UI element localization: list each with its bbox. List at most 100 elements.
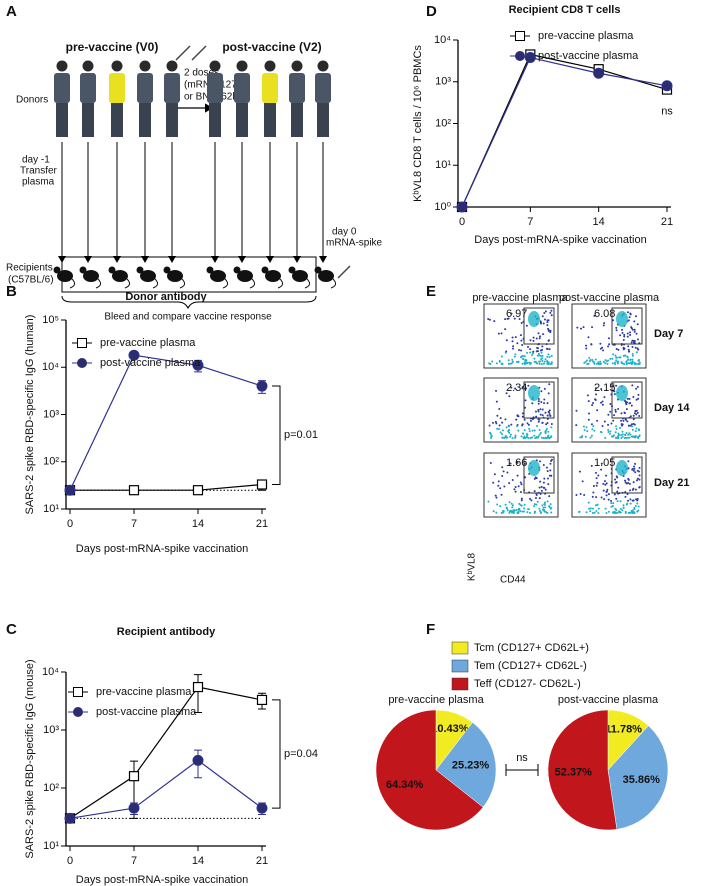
- event-dot: [518, 507, 521, 510]
- event-dot: [636, 385, 639, 388]
- event-dot: [504, 418, 507, 421]
- pie-title: pre-vaccine plasma: [388, 694, 484, 706]
- event-dot: [537, 418, 540, 421]
- event-dot: [635, 332, 638, 335]
- person-legs: [236, 103, 248, 137]
- person-body: [289, 73, 305, 103]
- event-dot: [614, 478, 617, 481]
- event-dot: [533, 503, 536, 506]
- event-dot: [608, 432, 611, 435]
- caption: Bleed and compare vaccine response: [104, 312, 272, 323]
- event-dot: [511, 478, 514, 481]
- event-dot: [621, 433, 624, 436]
- step-text: plasma: [22, 177, 55, 188]
- event-dot: [538, 362, 541, 365]
- legend-marker: [73, 687, 83, 697]
- event-dot: [510, 502, 513, 505]
- event-dot: [638, 415, 641, 418]
- event-dot: [613, 393, 616, 396]
- event-dot: [506, 507, 509, 510]
- legend-label: post-vaccine plasma: [96, 706, 197, 718]
- event-dot: [541, 414, 544, 417]
- event-dot: [636, 498, 639, 501]
- event-cluster: [528, 460, 540, 476]
- legend-marker: [77, 338, 87, 348]
- event-dot: [503, 485, 506, 488]
- mouse: [140, 270, 156, 282]
- chart-title: Recipient CD8 T cells: [509, 4, 621, 16]
- person-head: [209, 60, 221, 72]
- event-dot: [547, 483, 550, 486]
- event-dot: [533, 360, 536, 363]
- mouse: [237, 270, 253, 282]
- event-dot: [615, 427, 618, 430]
- gate: [523, 456, 555, 494]
- event-dot: [492, 421, 495, 424]
- event-dot: [550, 361, 553, 364]
- event-dot: [543, 360, 546, 363]
- gate: [523, 307, 555, 345]
- event-dot: [542, 506, 545, 509]
- event-dot: [627, 319, 630, 322]
- event-dot: [614, 431, 617, 434]
- event-dot: [543, 503, 546, 506]
- event-dot: [578, 510, 581, 513]
- mouse-head: [206, 266, 214, 274]
- event-dot: [508, 431, 511, 434]
- event-dot: [605, 490, 608, 493]
- event-dot: [591, 358, 594, 361]
- event-dot: [601, 400, 604, 403]
- event-dot: [626, 397, 629, 400]
- value-label: 11.78%: [605, 724, 642, 736]
- event-dot: [514, 387, 517, 390]
- event-dot: [631, 354, 634, 357]
- x-axis-label: Days post-mRNA-spike vaccination: [474, 234, 646, 246]
- legend-label: pre-vaccine plasma: [96, 686, 192, 698]
- event-dot: [546, 362, 549, 365]
- mouse-tail: [304, 278, 311, 289]
- event-dot: [604, 483, 607, 486]
- event-dot: [500, 332, 503, 335]
- event-dot: [538, 428, 541, 431]
- event-dot: [548, 355, 551, 358]
- event-dot: [488, 362, 491, 365]
- event-dot: [637, 397, 640, 400]
- event-dot: [611, 357, 614, 360]
- event-dot: [632, 414, 635, 417]
- event-dot: [547, 361, 550, 364]
- y-tick-label: 10⁴: [42, 361, 59, 373]
- event-dot: [511, 436, 514, 439]
- event-dot: [592, 491, 595, 494]
- event-dot: [628, 350, 631, 353]
- event-dot: [527, 384, 530, 387]
- y-tick-label: 10²: [435, 117, 451, 129]
- y-axis-label: SARS-2 spike RBD-specific IgG (mouse): [24, 659, 36, 858]
- event-dot: [524, 387, 527, 390]
- event-dot: [538, 486, 541, 489]
- y-tick-label: 10³: [435, 76, 451, 88]
- event-dot: [546, 436, 549, 439]
- event-dot: [516, 474, 519, 477]
- event-dot: [623, 411, 626, 414]
- event-dot: [511, 340, 514, 343]
- event-dot: [535, 503, 538, 506]
- gate: [611, 307, 643, 345]
- chart-title: Donor antibody: [125, 291, 207, 303]
- dose-text: 2 doses: [184, 68, 219, 79]
- event-dot: [547, 353, 550, 356]
- event-dot: [550, 423, 553, 426]
- event-dot: [512, 510, 515, 513]
- event-dot: [504, 435, 507, 438]
- y-axis-label: KᵇVL8 CD8 T cells / 10⁶ PBMCs: [412, 45, 424, 202]
- event-dot: [589, 510, 592, 513]
- event-dot: [535, 415, 538, 418]
- event-dot: [514, 490, 517, 493]
- event-dot: [625, 403, 628, 406]
- row-label: (C57BL/6): [8, 275, 54, 286]
- event-dot: [631, 352, 634, 355]
- event-dot: [511, 336, 514, 339]
- event-dot: [606, 362, 609, 365]
- event-dot: [636, 502, 639, 505]
- event-dot: [601, 424, 604, 427]
- event-dot: [591, 428, 594, 431]
